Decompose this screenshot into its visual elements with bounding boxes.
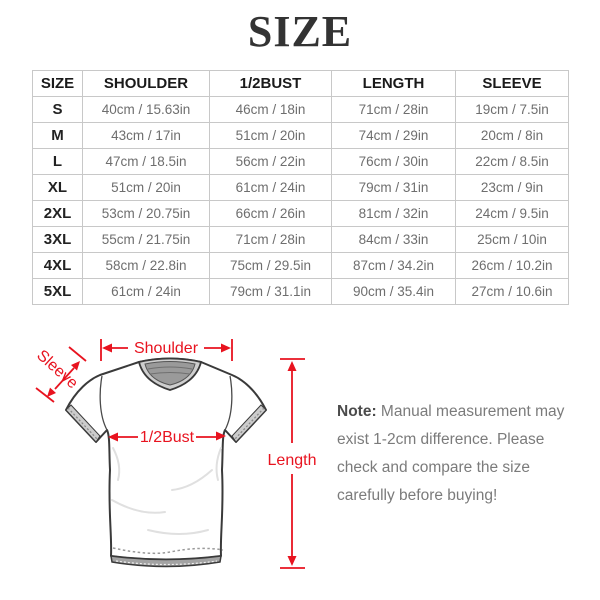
bust-cell: 61cm / 24in (209, 174, 332, 201)
bust-cell: 46cm / 18in (209, 96, 332, 123)
length-cell: 81cm / 32in (331, 200, 456, 227)
sleeve-cell: 22cm / 8.5in (455, 148, 569, 175)
bust-arrow (108, 431, 226, 442)
armhole-seam-left (99, 375, 108, 431)
sleeve-cell: 19cm / 7.5in (455, 96, 569, 123)
size-cell: L (32, 148, 83, 175)
sleeve-cell: 27cm / 10.6in (455, 278, 569, 305)
shoulder-cell: 55cm / 21.75in (82, 226, 210, 253)
table-row: 2XL 53cm / 20.75in 66cm / 26in 81cm / 32… (32, 200, 569, 227)
bust-cell: 51cm / 20in (209, 122, 332, 149)
size-cell: S (32, 96, 83, 123)
length-arrow (280, 358, 305, 569)
sleeve-cuff-left (65, 404, 101, 443)
sleeve-arrow (35, 346, 87, 403)
table-row: S 40cm / 15.63in 46cm / 18in 71cm / 28in… (32, 96, 569, 123)
size-cell: XL (32, 174, 83, 201)
column-header-bust: 1/2BUST (209, 70, 332, 97)
length-cell: 74cm / 29in (331, 122, 456, 149)
sleeve-cell: 25cm / 10in (455, 226, 569, 253)
shoulder-arrow (100, 339, 233, 361)
column-header-sleeve: SLEEVE (455, 70, 569, 97)
size-cell: M (32, 122, 83, 149)
table-row: 5XL 61cm / 24in 79cm / 31.1in 90cm / 35.… (32, 278, 569, 305)
length-cell: 79cm / 31in (331, 174, 456, 201)
bust-cell: 56cm / 22in (209, 148, 332, 175)
sleeve-cuff-right (231, 404, 267, 443)
column-header-length: LENGTH (331, 70, 456, 97)
sleeve-cell: 23cm / 9in (455, 174, 569, 201)
size-cell: 5XL (32, 278, 83, 305)
note-text: Manual measurement may exist 1-2cm diffe… (337, 403, 565, 504)
shoulder-cell: 58cm / 22.8in (82, 252, 210, 279)
table-row: XL 51cm / 20in 61cm / 24in 79cm / 31in 2… (32, 174, 569, 201)
sleeve-cell: 24cm / 9.5in (455, 200, 569, 227)
bust-cell: 75cm / 29.5in (209, 252, 332, 279)
armhole-seam-right (224, 375, 233, 431)
length-cell: 71cm / 28in (331, 96, 456, 123)
bust-cell: 66cm / 26in (209, 200, 332, 227)
length-label: Length (268, 452, 317, 469)
tshirt-measurement-diagram: Shoulder Sleeve 1/2Bust Length (33, 339, 317, 569)
column-header-size: SIZE (32, 70, 83, 97)
measurement-note: Note: Manual measurement may exist 1-2cm… (337, 398, 569, 510)
column-header-shoulder: SHOULDER (82, 70, 210, 97)
table-row: M 43cm / 17in 51cm / 20in 74cm / 29in 20… (32, 122, 569, 149)
table-row: 4XL 58cm / 22.8in 75cm / 29.5in 87cm / 3… (32, 252, 569, 279)
bust-cell: 79cm / 31.1in (209, 278, 332, 305)
sleeve-cell: 20cm / 8in (455, 122, 569, 149)
shoulder-cell: 61cm / 24in (82, 278, 210, 305)
size-cell: 4XL (32, 252, 83, 279)
size-table: SIZE SHOULDER 1/2BUST LENGTH SLEEVE S 40… (32, 70, 569, 305)
table-row: 3XL 55cm / 21.75in 71cm / 28in 84cm / 33… (32, 226, 569, 253)
hem (110, 547, 224, 568)
note-label: Note: (337, 403, 377, 420)
shoulder-cell: 53cm / 20.75in (82, 200, 210, 227)
bust-cell: 71cm / 28in (209, 226, 332, 253)
sleeve-cell: 26cm / 10.2in (455, 252, 569, 279)
shoulder-cell: 40cm / 15.63in (82, 96, 210, 123)
page-title: SIZE (247, 7, 353, 56)
length-cell: 87cm / 34.2in (331, 252, 456, 279)
tshirt-illustration (65, 357, 267, 568)
shoulder-cell: 47cm / 18.5in (82, 148, 210, 175)
size-cell: 3XL (32, 226, 83, 253)
bust-label: 1/2Bust (140, 429, 195, 446)
length-cell: 76cm / 30in (331, 148, 456, 175)
table-row: L 47cm / 18.5in 56cm / 22in 76cm / 30in … (32, 148, 569, 175)
length-cell: 90cm / 35.4in (331, 278, 456, 305)
table-header-row: SIZE SHOULDER 1/2BUST LENGTH SLEEVE (32, 70, 569, 97)
shoulder-cell: 51cm / 20in (82, 174, 210, 201)
shoulder-label: Shoulder (134, 340, 199, 357)
collar (137, 357, 203, 391)
length-cell: 84cm / 33in (331, 226, 456, 253)
shoulder-cell: 43cm / 17in (82, 122, 210, 149)
size-cell: 2XL (32, 200, 83, 227)
